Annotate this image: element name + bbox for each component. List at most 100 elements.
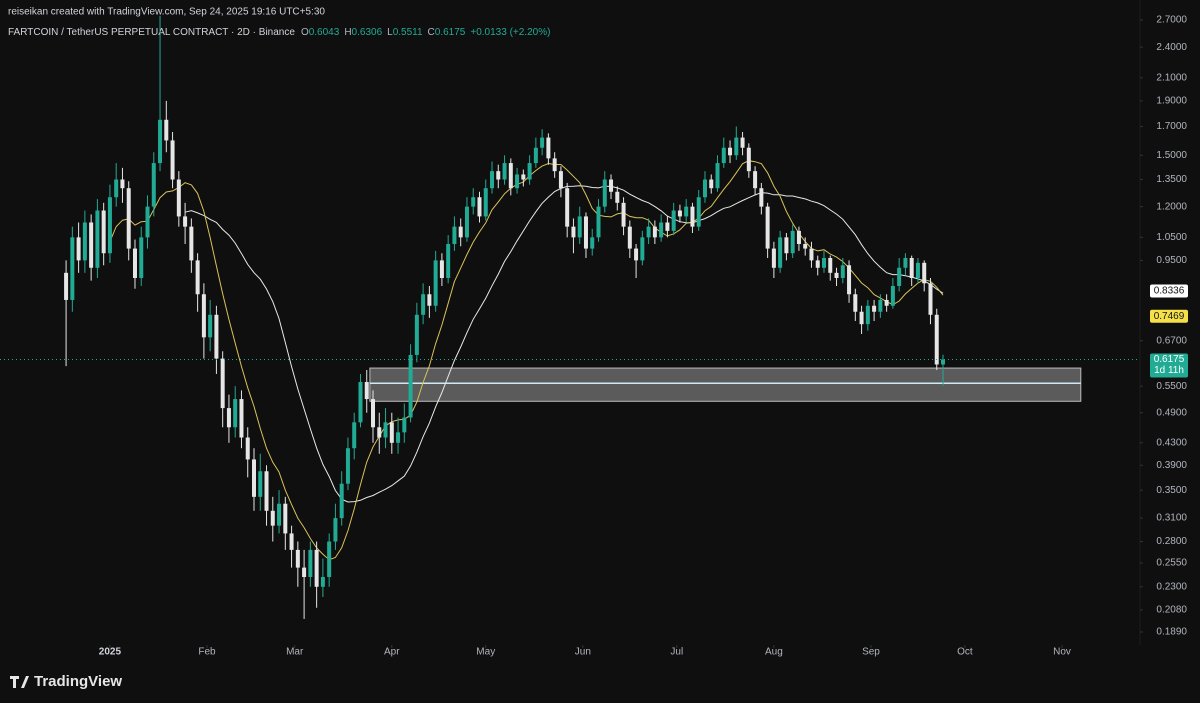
candle-body	[371, 399, 376, 428]
candle-body	[302, 567, 307, 577]
x-tick-label: Aug	[765, 647, 783, 658]
candle-body	[183, 216, 188, 227]
candle-body	[139, 237, 144, 278]
candle-body	[82, 222, 87, 261]
candle-body	[333, 518, 338, 542]
candle-body	[402, 417, 407, 433]
candle-body	[853, 294, 858, 312]
candle-body	[552, 158, 557, 172]
candle-body	[840, 265, 845, 278]
candle-body	[928, 283, 933, 315]
candle-body	[64, 272, 69, 300]
candle-body	[784, 237, 789, 254]
candle-body	[502, 163, 507, 180]
candle-body	[740, 137, 745, 148]
candle-body	[339, 483, 344, 519]
y-tick-label: 0.3500	[1156, 485, 1187, 496]
moving-average	[109, 160, 944, 561]
logo-icon	[10, 676, 29, 688]
candle-body	[652, 226, 657, 238]
y-tick-label: 1.3500	[1156, 174, 1187, 185]
legend-line: FARTCOIN / TetherUS PERPETUAL CONTRACT ·…	[8, 27, 550, 38]
open-value: 0.6043	[309, 27, 340, 38]
open-label: O	[301, 27, 309, 38]
y-tick-label: 2.4000	[1156, 42, 1187, 53]
candle-body	[208, 314, 213, 338]
candle-body	[151, 163, 156, 207]
candle-body	[383, 422, 388, 438]
candle-body	[884, 299, 889, 306]
x-tick-label: Nov	[1053, 647, 1071, 658]
candle-body	[690, 206, 695, 227]
candle-body	[709, 179, 714, 189]
candle-body	[508, 163, 513, 189]
candle-body	[790, 230, 795, 254]
x-tick-label: Jul	[670, 647, 683, 658]
x-tick-label: Oct	[957, 647, 973, 658]
candle-body	[458, 226, 463, 238]
candle-body	[433, 260, 438, 306]
candle-body	[283, 503, 288, 534]
candle-body	[251, 459, 256, 497]
candle-body	[345, 448, 350, 484]
y-tick-label: 1.2000	[1156, 201, 1187, 212]
price-tag-label: 0.8336	[1154, 286, 1185, 297]
candle-body	[533, 147, 538, 164]
candle-body	[828, 257, 833, 273]
candle-body	[859, 311, 864, 325]
candle-body	[233, 399, 238, 428]
change: +0.0133 (+2.20%)	[470, 27, 550, 38]
high-label: H	[344, 27, 351, 38]
price-tag-label: 0.7469	[1154, 311, 1185, 322]
moving-average	[184, 185, 944, 503]
candle-body	[389, 422, 394, 443]
candle-body	[490, 171, 495, 189]
candle-body	[540, 137, 545, 148]
candle-body	[615, 191, 620, 203]
price-tag-label: 0.6175	[1154, 354, 1185, 365]
y-tick-label: 0.2800	[1156, 536, 1187, 547]
candle-body	[847, 265, 852, 295]
y-tick-label: 0.2300	[1156, 581, 1187, 592]
candle-body	[396, 432, 401, 443]
candle-body	[878, 299, 883, 312]
candle-body	[872, 305, 877, 312]
candle-body	[226, 408, 231, 428]
candle-body	[546, 137, 551, 159]
candle-body	[496, 171, 501, 180]
candle-body	[721, 147, 726, 164]
price-tag	[1150, 309, 1188, 323]
x-tick-label: May	[476, 647, 495, 658]
candle-body	[114, 179, 119, 198]
candle-body	[439, 260, 444, 278]
y-tick-label: 1.5000	[1156, 150, 1187, 161]
candle-body	[671, 210, 676, 231]
x-tick-label: 2025	[99, 647, 122, 658]
candle-body	[771, 248, 776, 268]
candle-body	[452, 226, 457, 245]
candle-body	[834, 272, 839, 278]
candle-body	[89, 222, 94, 268]
candle-body	[95, 210, 100, 268]
candle-body	[821, 257, 826, 268]
candle-body	[583, 216, 588, 249]
y-tick-label: 0.2550	[1156, 558, 1187, 569]
candle-body	[201, 294, 206, 338]
candle-body	[126, 188, 131, 249]
close-label: C	[428, 27, 435, 38]
candle-body	[803, 244, 808, 249]
brand-name: TradingView	[34, 673, 122, 690]
candle-body	[702, 179, 707, 198]
candle-body	[295, 549, 300, 568]
candle-body	[277, 503, 282, 526]
y-tick-label: 1.7000	[1156, 121, 1187, 132]
candle-body	[646, 226, 651, 238]
candle-body	[577, 216, 582, 238]
y-tick-label: 0.3100	[1156, 513, 1187, 524]
candle-body	[809, 248, 814, 261]
close-value: 0.6175	[435, 27, 466, 38]
x-tick-label: Apr	[384, 647, 400, 658]
candle-body	[195, 260, 200, 295]
low-value: 0.5511	[393, 27, 423, 38]
